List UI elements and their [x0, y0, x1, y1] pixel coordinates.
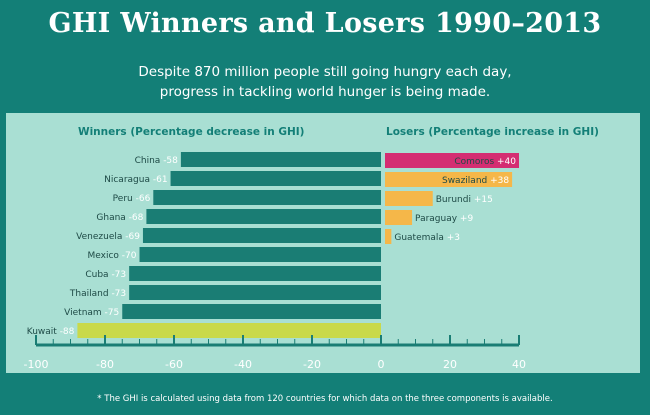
label-winner-nicaragua: Nicaragua -61 — [104, 175, 167, 185]
chart-subtitle: Despite 870 million people still going h… — [0, 62, 650, 102]
winners-header: Winners (Percentage decrease in GHI) — [78, 126, 304, 138]
bar-loser-burundi — [385, 191, 433, 206]
bar-loser-guatemala — [385, 229, 392, 244]
label-winner-peru: Peru -66 — [113, 194, 151, 204]
losers-header: Losers (Percentage increase in GHI) — [386, 126, 599, 138]
bar-winner-china — [180, 152, 381, 167]
label-winner-thailand: Thailand -73 — [69, 289, 126, 299]
label-loser-swaziland: Swaziland +38 — [442, 176, 509, 186]
x-tick-label: -60 — [165, 358, 183, 371]
label-loser-comoros: Comoros +40 — [454, 157, 516, 167]
x-tick-label: 0 — [378, 358, 385, 371]
bar-loser-swaziland — [385, 172, 513, 187]
x-tick-label: -40 — [234, 358, 252, 371]
label-winner-mexico: Mexico -70 — [88, 251, 137, 261]
bar-winner-kuwait — [77, 323, 382, 338]
bar-winner-mexico — [139, 247, 381, 262]
label-winner-cuba: Cuba -73 — [85, 270, 126, 280]
subtitle-line-1: Despite 870 million people still going h… — [138, 64, 512, 80]
label-loser-burundi: Burundi +15 — [436, 195, 493, 205]
label-winner-vietnam: Vietnam -75 — [64, 308, 119, 318]
bar-winner-ghana — [146, 209, 381, 224]
label-winner-china: China -58 — [135, 156, 179, 166]
x-tick-label: -100 — [24, 358, 49, 371]
bar-winner-nicaragua — [170, 171, 381, 186]
footnote: * The GHI is calculated using data from … — [97, 394, 553, 404]
label-winner-kuwait: Kuwait -88 — [27, 327, 75, 337]
x-tick-label: -80 — [96, 358, 114, 371]
x-tick-label: -20 — [303, 358, 321, 371]
x-tick-label: 20 — [443, 358, 457, 371]
bar-loser-paraguay — [385, 210, 413, 225]
bar-winner-peru — [153, 190, 381, 205]
chart-title: GHI Winners and Losers 1990–2013 — [48, 8, 602, 39]
label-winner-venezuela: Venezuela -69 — [76, 232, 140, 242]
label-loser-paraguay: Paraguay +9 — [415, 214, 473, 224]
bar-winner-venezuela — [142, 228, 381, 243]
bar-loser-comoros — [385, 153, 519, 168]
bar-winner-thailand — [129, 285, 381, 300]
bar-winner-vietnam — [122, 304, 381, 319]
subtitle-line-2: progress in tackling world hunger is bei… — [159, 84, 491, 100]
label-loser-guatemala: Guatemala +3 — [394, 233, 460, 243]
label-winner-ghana: Ghana -68 — [96, 213, 143, 223]
bar-winner-cuba — [129, 266, 381, 281]
x-tick-label: 40 — [512, 358, 526, 371]
